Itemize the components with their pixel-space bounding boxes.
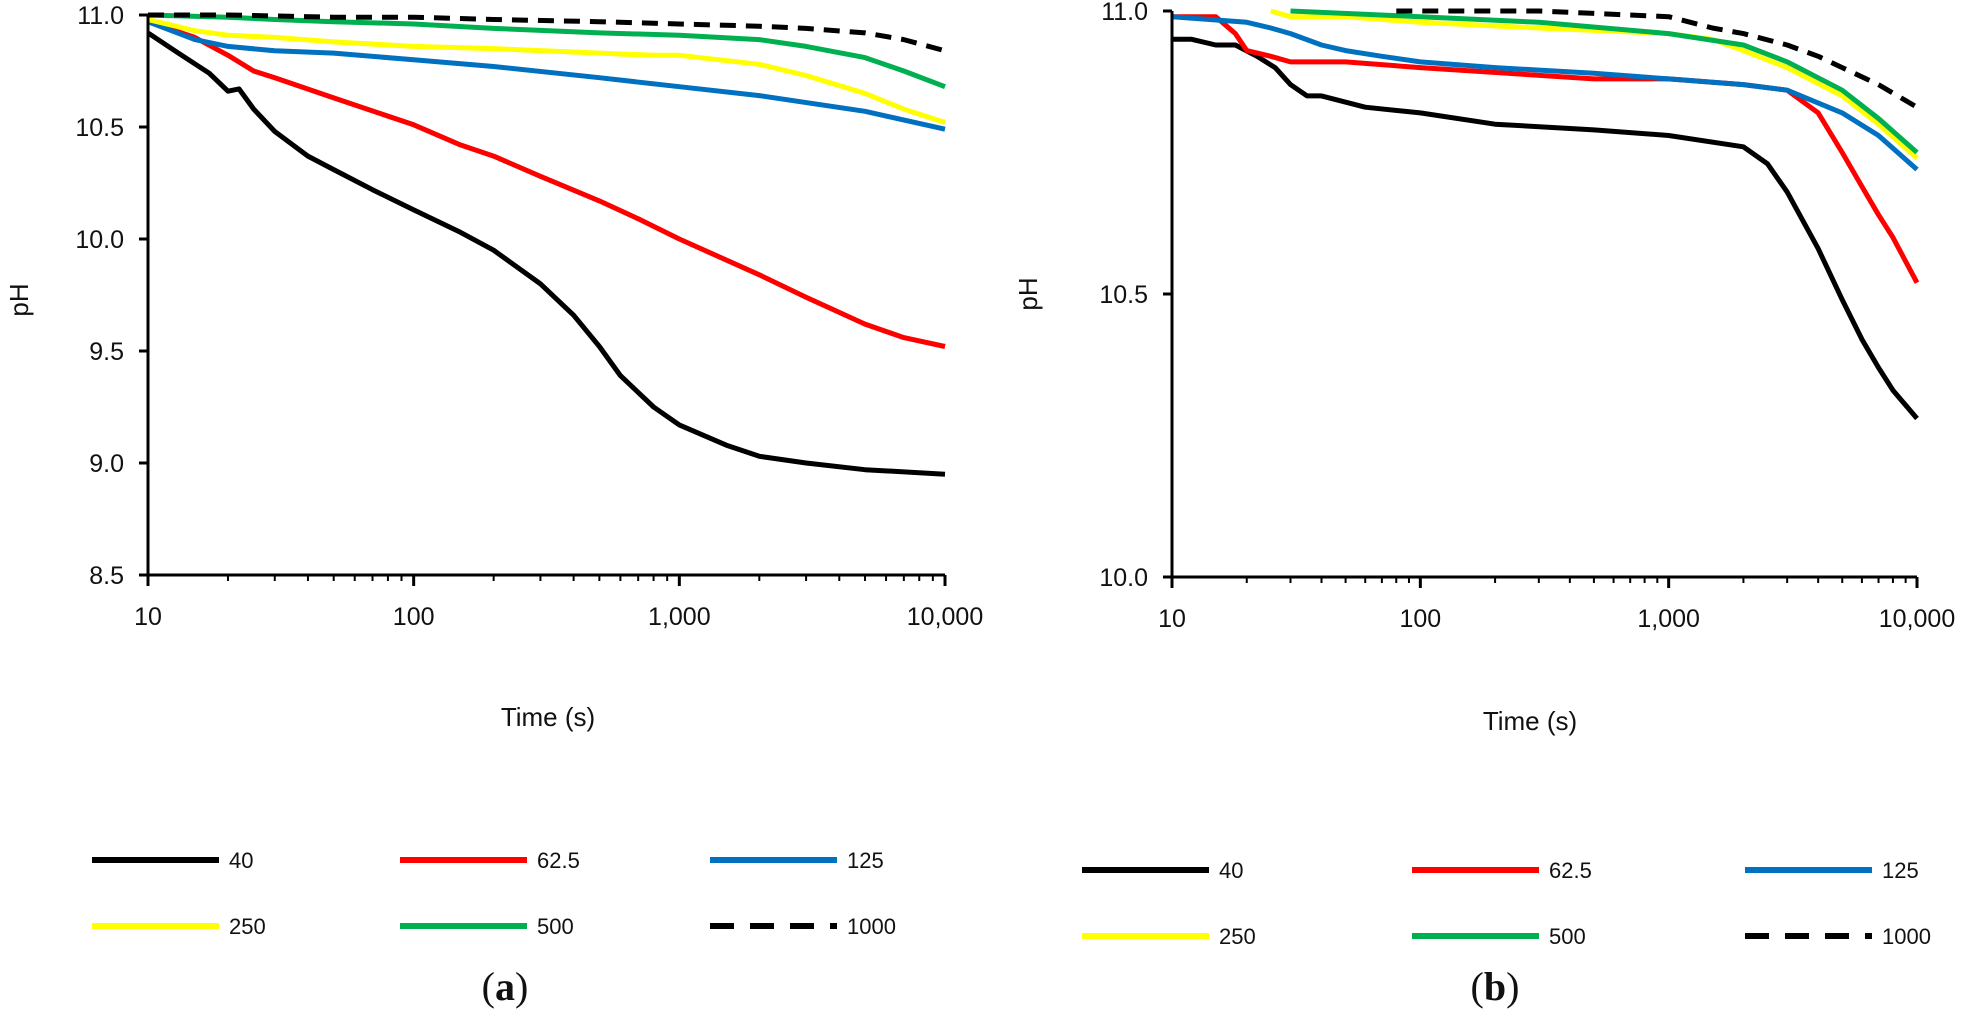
- series-line-125: [148, 19, 946, 132]
- panel-label: (a): [482, 964, 529, 1009]
- x-axis-title: Time (s): [1483, 706, 1577, 736]
- legend-item: 40: [1082, 858, 1243, 883]
- series-line-250: [1270, 8, 1919, 161]
- x-axis-title: Time (s): [501, 702, 595, 732]
- series-line-1000: [1396, 8, 1919, 110]
- series-line-62-5: [1172, 14, 1920, 284]
- series-line-62-5: [148, 19, 946, 349]
- legend-label: 125: [1882, 858, 1919, 883]
- x-tick-label: 10,000: [1879, 605, 1955, 633]
- panel-b: 10.0 10.5 11.0 10 100 1,000 10,000 Time (s) pH 40…: [1013, 0, 1955, 1009]
- legend-item: 1000: [1745, 924, 1931, 949]
- series-group: [148, 12, 946, 477]
- legend-label: 125: [847, 848, 884, 873]
- legend-label: 40: [1219, 858, 1243, 883]
- x-tick-label: 100: [393, 603, 435, 631]
- y-tick-label: 11.0: [77, 2, 124, 30]
- legend-label: 1000: [1882, 924, 1931, 949]
- x-tick-label: 10,000: [907, 603, 983, 631]
- y-tick-label: 9.0: [89, 450, 124, 478]
- series-line-125: [1172, 14, 1919, 172]
- legend-item: 62.5: [1412, 858, 1592, 883]
- legend-item: 125: [1745, 858, 1919, 883]
- x-tick-label: 100: [1399, 605, 1441, 633]
- x-tick-label: 10: [1158, 605, 1186, 633]
- y-tick-label: 11.0: [1101, 0, 1148, 26]
- legend-item: 500: [1412, 924, 1586, 949]
- x-tick-label: 10: [134, 603, 162, 631]
- panel-label: (b): [1471, 964, 1520, 1009]
- legend: 40 62.5 125 250 500 1000: [92, 848, 896, 939]
- legend-item: 250: [1082, 924, 1256, 949]
- legend-item: 62.5: [400, 848, 580, 873]
- legend-item: 250: [92, 914, 266, 939]
- legend-label: 500: [1549, 924, 1586, 949]
- legend-label: 1000: [847, 914, 896, 939]
- series-line-250: [148, 17, 946, 125]
- legend-item: 500: [400, 914, 574, 939]
- legend-label: 62.5: [537, 848, 580, 873]
- y-tick-label: 10.5: [75, 114, 124, 142]
- y-tick-label: 9.5: [89, 338, 124, 366]
- panel-a: 8.5 9.0 9.5 10.0 10.5 11.0 10 100 1,000 10,000 Tim…: [4, 2, 983, 1009]
- y-tick-label: 8.5: [89, 562, 124, 590]
- legend: 40 62.5 125 250 500 1000: [1082, 858, 1931, 949]
- legend-label: 500: [537, 914, 574, 939]
- legend-item: 125: [710, 848, 884, 873]
- y-axis-title: pH: [4, 283, 34, 316]
- series-line-500: [148, 12, 946, 90]
- legend-label: 250: [1219, 924, 1256, 949]
- x-tick-label: 1,000: [648, 603, 711, 631]
- y-tick-label: 10.0: [1099, 564, 1148, 592]
- legend-label: 40: [229, 848, 253, 873]
- legend-item: 40: [92, 848, 253, 873]
- y-tick-label: 10.5: [1099, 281, 1148, 309]
- legend-item: 1000: [710, 914, 896, 939]
- y-axis-title: pH: [1013, 277, 1043, 310]
- x-tick-label: 1,000: [1637, 605, 1700, 633]
- series-group: [1172, 8, 1920, 421]
- series-line-1000: [148, 12, 946, 54]
- legend-label: 62.5: [1549, 858, 1592, 883]
- series-line-40: [148, 30, 946, 477]
- legend-label: 250: [229, 914, 266, 939]
- series-line-500: [1290, 8, 1919, 155]
- y-tick-label: 10.0: [75, 226, 124, 254]
